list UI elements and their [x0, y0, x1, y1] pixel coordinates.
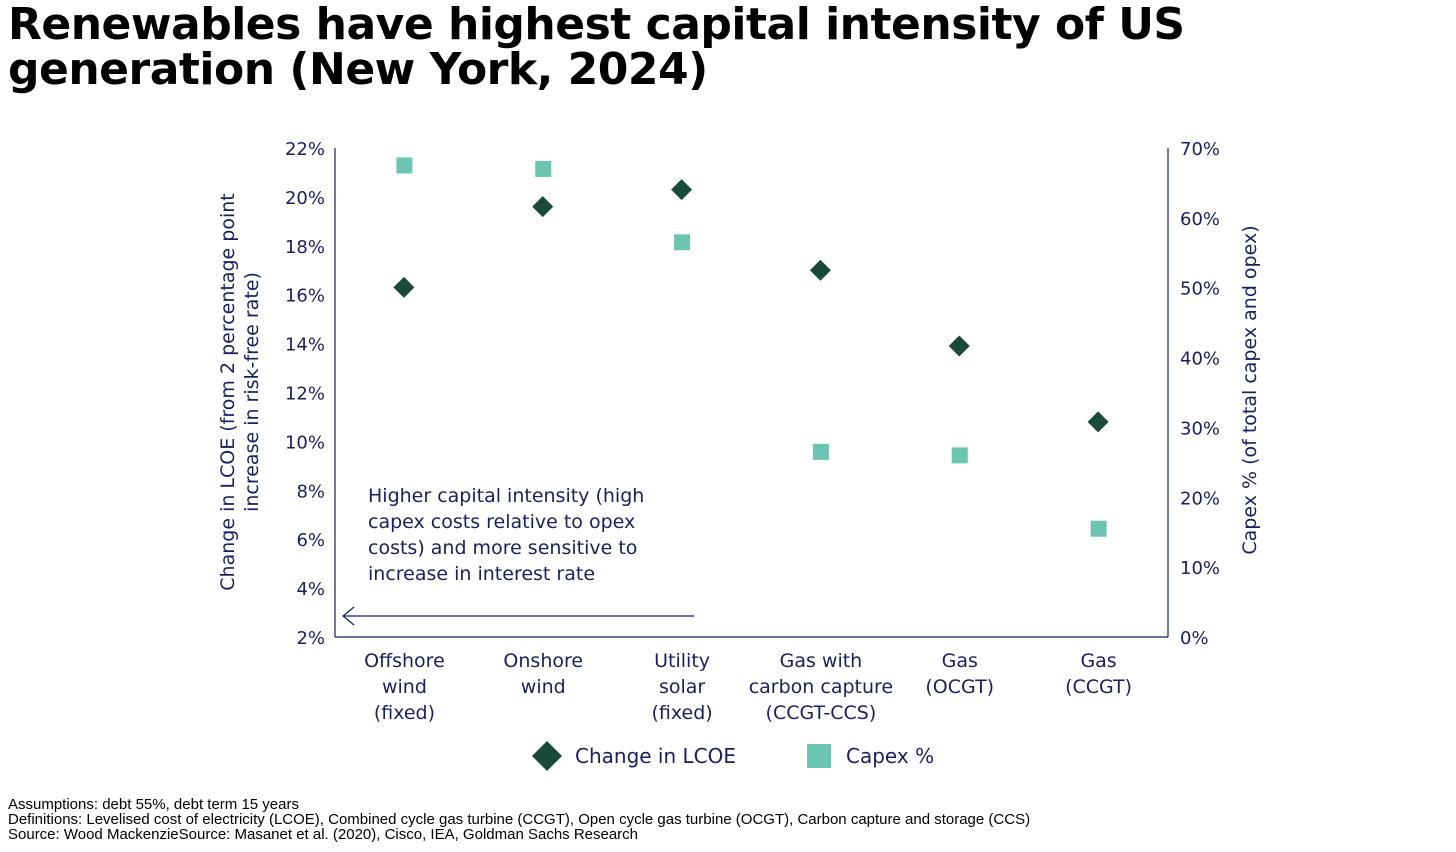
x-category-label-line: (CCGT-CCS): [766, 702, 877, 724]
x-category-label-line: wind: [382, 676, 427, 698]
x-category-label: Onshore wind: [503, 650, 583, 698]
x-category-label-line: Utility: [654, 650, 710, 672]
x-category-label-line: carbon capture: [749, 676, 893, 698]
annotation-text-line: capex costs relative to opex: [368, 511, 635, 533]
left-tick-label: 16%: [285, 286, 325, 307]
left-tick-label: 22%: [285, 139, 325, 160]
x-category-label-line: wind: [521, 676, 566, 698]
x-category-label-line: (fixed): [651, 702, 712, 724]
left-tick-label: 14%: [285, 335, 325, 356]
lcoe-point: [393, 276, 415, 298]
lcoe-point: [671, 179, 693, 201]
chart-annotation: Higher capital intensity (high capex cost…: [342, 485, 694, 626]
footnote-definitions: Definitions: Levelised cost of electrici…: [8, 811, 1031, 828]
annotation-arrow-head: [342, 606, 355, 626]
legend-diamond-icon: [532, 741, 562, 771]
right-tick-label: 20%: [1180, 488, 1220, 509]
capex-point: [951, 447, 968, 464]
left-tick-label: 18%: [285, 237, 325, 258]
lcoe-point: [948, 335, 970, 357]
right-tick-label: 30%: [1180, 418, 1220, 439]
x-category-label-line: Onshore: [503, 650, 583, 672]
footnote-assumptions: Assumptions: debt 55%, debt term 15 year…: [8, 796, 299, 813]
x-category-label: Utility solar (fixed): [651, 650, 712, 724]
left-tick-label: 10%: [285, 432, 325, 453]
chart-legend: Change in LCOE Capex %: [532, 741, 934, 771]
scatter-chart: 2% 4% 6% 8% 10% 12% 14% 16% 18% 20% 22% 0% 10% 20% 30%…: [217, 139, 1261, 771]
capex-point: [812, 443, 829, 460]
capex-point: [674, 234, 691, 251]
x-category-label-line: Gas: [1080, 650, 1116, 672]
lcoe-point: [809, 259, 831, 281]
right-tick-label: 0%: [1180, 628, 1209, 649]
annotation-text-line: costs) and more sensitive to: [368, 537, 637, 559]
annotation-text-line: increase in interest rate: [368, 563, 595, 585]
chart-marks: [393, 157, 1109, 537]
left-axis-title-line: Change in LCOE (from 2 percentage point: [217, 193, 239, 590]
left-tick-label: 12%: [285, 384, 325, 405]
right-tick-label: 50%: [1180, 279, 1220, 300]
footnote-source: Source: Wood MackenzieSource: Masanet et…: [8, 826, 639, 843]
x-category-label-line: Gas with: [780, 650, 863, 672]
lcoe-point: [1087, 411, 1109, 433]
legend-square-icon: [807, 744, 831, 768]
x-category-label-line: Offshore: [364, 650, 445, 672]
x-category-label: Gas (CCGT): [1065, 650, 1132, 698]
left-tick-label: 20%: [285, 188, 325, 209]
right-tick-label: 70%: [1180, 139, 1220, 160]
right-tick-label: 40%: [1180, 349, 1220, 370]
x-category-label: Offshore wind (fixed): [364, 650, 445, 724]
right-tick-label: 60%: [1180, 209, 1220, 230]
capex-point: [1090, 520, 1107, 537]
right-axis-title: Capex % (of total capex and opex): [1239, 225, 1261, 554]
left-axis-title: Change in LCOE (from 2 percentage point i…: [217, 193, 263, 590]
left-tick-label: 4%: [296, 579, 325, 600]
capex-point: [535, 160, 552, 177]
left-tick-label: 6%: [296, 530, 325, 551]
left-tick-label: 2%: [296, 628, 325, 649]
x-category-label: Gas with carbon capture (CCGT-CCS): [749, 650, 893, 724]
annotation-text: Higher capital intensity (high capex cost…: [368, 485, 644, 585]
left-axis-title-line: increase in risk-free rate): [241, 272, 263, 512]
x-category-label-line: (fixed): [374, 702, 435, 724]
x-category-label-line: (OCGT): [925, 676, 994, 698]
lcoe-point: [532, 196, 554, 218]
footnotes: Assumptions: debt 55%, debt term 15 year…: [8, 797, 1448, 842]
right-tick-label: 10%: [1180, 558, 1220, 579]
left-tick-label: 8%: [296, 481, 325, 502]
x-category-label: Gas (OCGT): [925, 650, 994, 698]
chart-axes: 2% 4% 6% 8% 10% 12% 14% 16% 18% 20% 22% 0% 10% 20% 30%…: [217, 139, 1261, 724]
chart-title: Renewables have highest capital intensit…: [8, 0, 1185, 95]
legend-label-lcoe: Change in LCOE: [575, 744, 736, 768]
x-category-label-line: solar: [659, 676, 705, 698]
x-category-label-line: Gas: [942, 650, 978, 672]
legend-label-capex: Capex %: [846, 744, 934, 768]
annotation-text-line: Higher capital intensity (high: [368, 485, 644, 507]
capex-point: [396, 157, 413, 174]
x-category-label-line: (CCGT): [1065, 676, 1132, 698]
